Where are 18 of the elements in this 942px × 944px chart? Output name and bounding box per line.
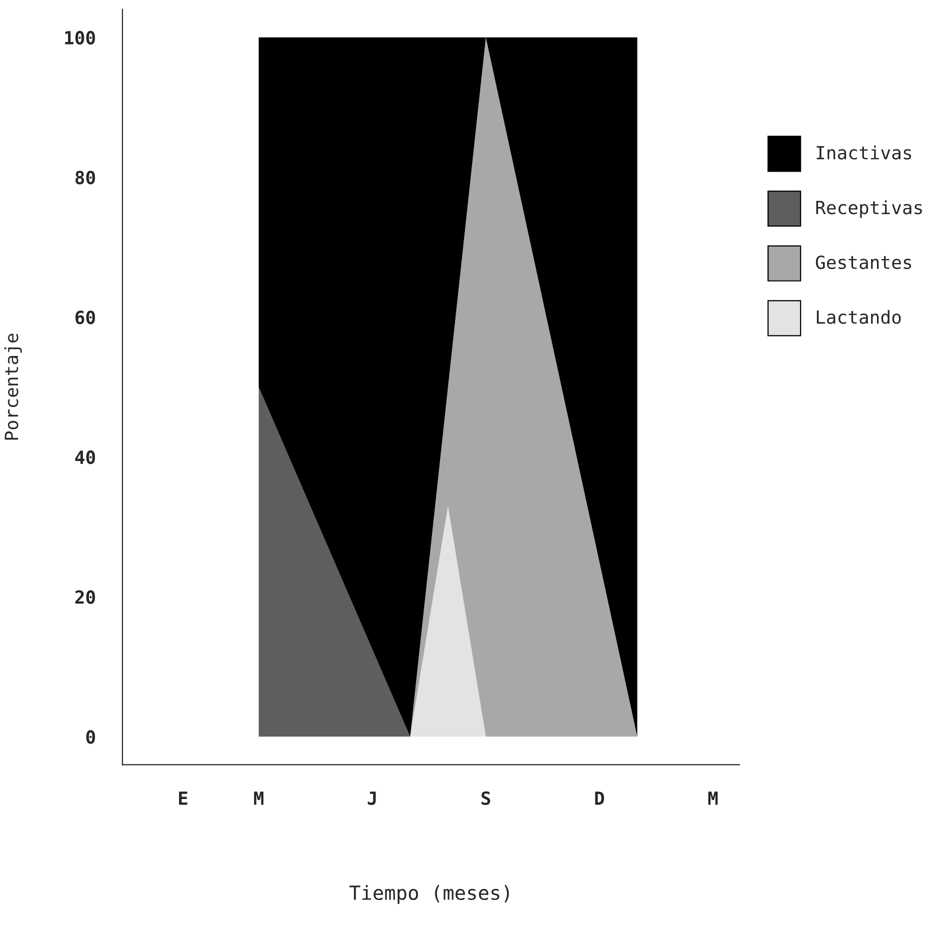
x-tick-label: S [482, 791, 490, 806]
y-tick-label: 0 [86, 730, 95, 744]
legend-label: Lactando [816, 310, 901, 324]
y-tick-label: 100 [65, 30, 95, 45]
x-tick-label: J [368, 792, 376, 806]
x-tick-label: D [595, 792, 604, 805]
legend-label: Receptivas [816, 200, 922, 218]
y-tick-label: 80 [75, 170, 95, 184]
x-axis-title: Tiempo (meses) [349, 884, 509, 904]
x-tick-label: M [254, 792, 264, 805]
legend-label: Gestantes [816, 255, 912, 270]
x-tick-label: E [179, 792, 188, 805]
y-tick-label: 20 [75, 590, 95, 604]
x-tick-label: M [708, 792, 718, 805]
y-tick-label: 40 [75, 450, 95, 464]
y-tick-label: 60 [75, 310, 95, 324]
y-axis-title: Porcentaje [4, 334, 22, 440]
legend-label: Inactivas [816, 146, 912, 160]
